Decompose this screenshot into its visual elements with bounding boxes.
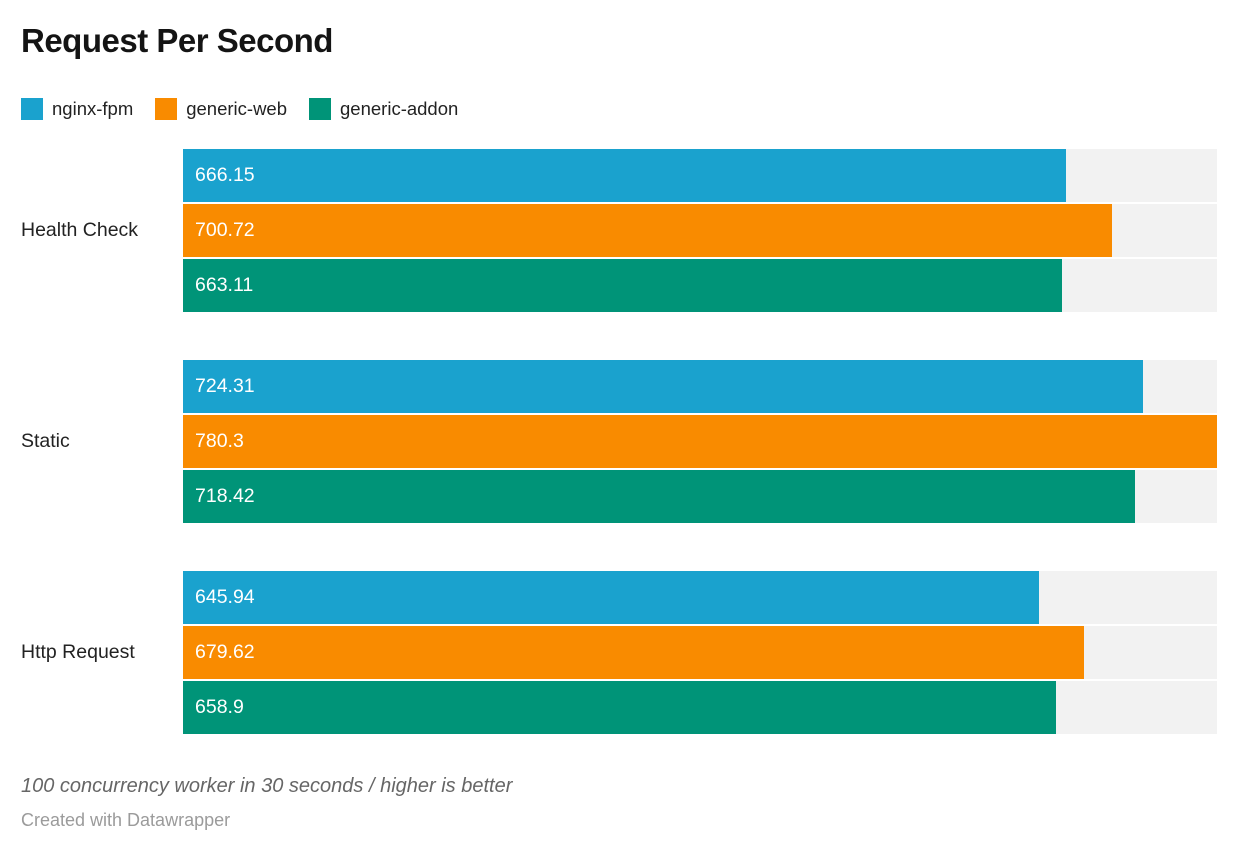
legend-swatch-icon [155, 97, 178, 120]
bar-rows: 724.31 780.3 718.42 [183, 360, 1217, 523]
chart-groups: Health Check 666.15 700.72 663.11 Static 724.… [21, 149, 1217, 734]
bar-value-label: 679.62 [195, 641, 255, 663]
category-label: Health Check [21, 219, 139, 241]
legend: nginx-fpm generic-web generic-addon [21, 97, 1217, 120]
bar-nginx-fpm: 645.94 [183, 571, 1039, 624]
legend-item-label: generic-addon [340, 97, 459, 119]
legend-swatch-icon [21, 97, 43, 120]
bar-nginx-fpm: 666.15 [183, 149, 1066, 202]
bar-row: 700.72 [183, 204, 1217, 257]
category-label: Http Request [21, 641, 135, 663]
bar-generic-web: 780.3 [183, 415, 1217, 468]
bar-row: 724.31 [183, 360, 1217, 413]
notes-text: 100 concurrency worker in 30 seconds / h… [21, 775, 513, 797]
bar-group: Health Check 666.15 700.72 663.11 [21, 149, 1217, 312]
bar-value-label: 724.31 [195, 375, 255, 397]
bar-generic-addon: 658.9 [183, 681, 1057, 734]
legend-item-label: nginx-fpm [52, 97, 134, 119]
bar-row: 718.42 [183, 470, 1217, 523]
bar-generic-addon: 663.11 [183, 259, 1062, 312]
bar-row: 645.94 [183, 571, 1217, 624]
bar-row: 658.9 [183, 681, 1217, 734]
bar-value-label: 780.3 [195, 430, 244, 452]
bar-row: 679.62 [183, 626, 1217, 679]
attribution-text[interactable]: Created with Datawrapper [21, 810, 231, 830]
bar-nginx-fpm: 724.31 [183, 360, 1143, 413]
bar-row: 663.11 [183, 259, 1217, 312]
bar-value-label: 658.9 [195, 696, 244, 718]
legend-item-nginx-fpm: nginx-fpm [21, 97, 134, 120]
bar-value-label: 718.42 [195, 485, 255, 507]
chart-title: Request Per Second [21, 22, 333, 59]
bar-row: 780.3 [183, 415, 1217, 468]
bar-rows: 645.94 679.62 658.9 [183, 571, 1217, 734]
legend-item-generic-web: generic-web [155, 97, 288, 120]
legend-swatch-icon [309, 97, 332, 120]
bar-value-label: 700.72 [195, 219, 255, 241]
bar-group: Static 724.31 780.3 718.42 [21, 360, 1217, 523]
bar-generic-web: 700.72 [183, 204, 1112, 257]
bar-generic-addon: 718.42 [183, 470, 1135, 523]
category-label: Static [21, 430, 70, 452]
bar-group: Http Request 645.94 679.62 658.9 [21, 571, 1217, 734]
bar-value-label: 666.15 [195, 164, 255, 186]
bar-generic-web: 679.62 [183, 626, 1084, 679]
bar-value-label: 645.94 [195, 586, 255, 608]
bar-value-label: 663.11 [195, 274, 254, 296]
legend-item-generic-addon: generic-addon [309, 97, 459, 120]
legend-item-label: generic-web [186, 97, 288, 119]
bar-rows: 666.15 700.72 663.11 [183, 149, 1217, 312]
bar-row: 666.15 [183, 149, 1217, 202]
